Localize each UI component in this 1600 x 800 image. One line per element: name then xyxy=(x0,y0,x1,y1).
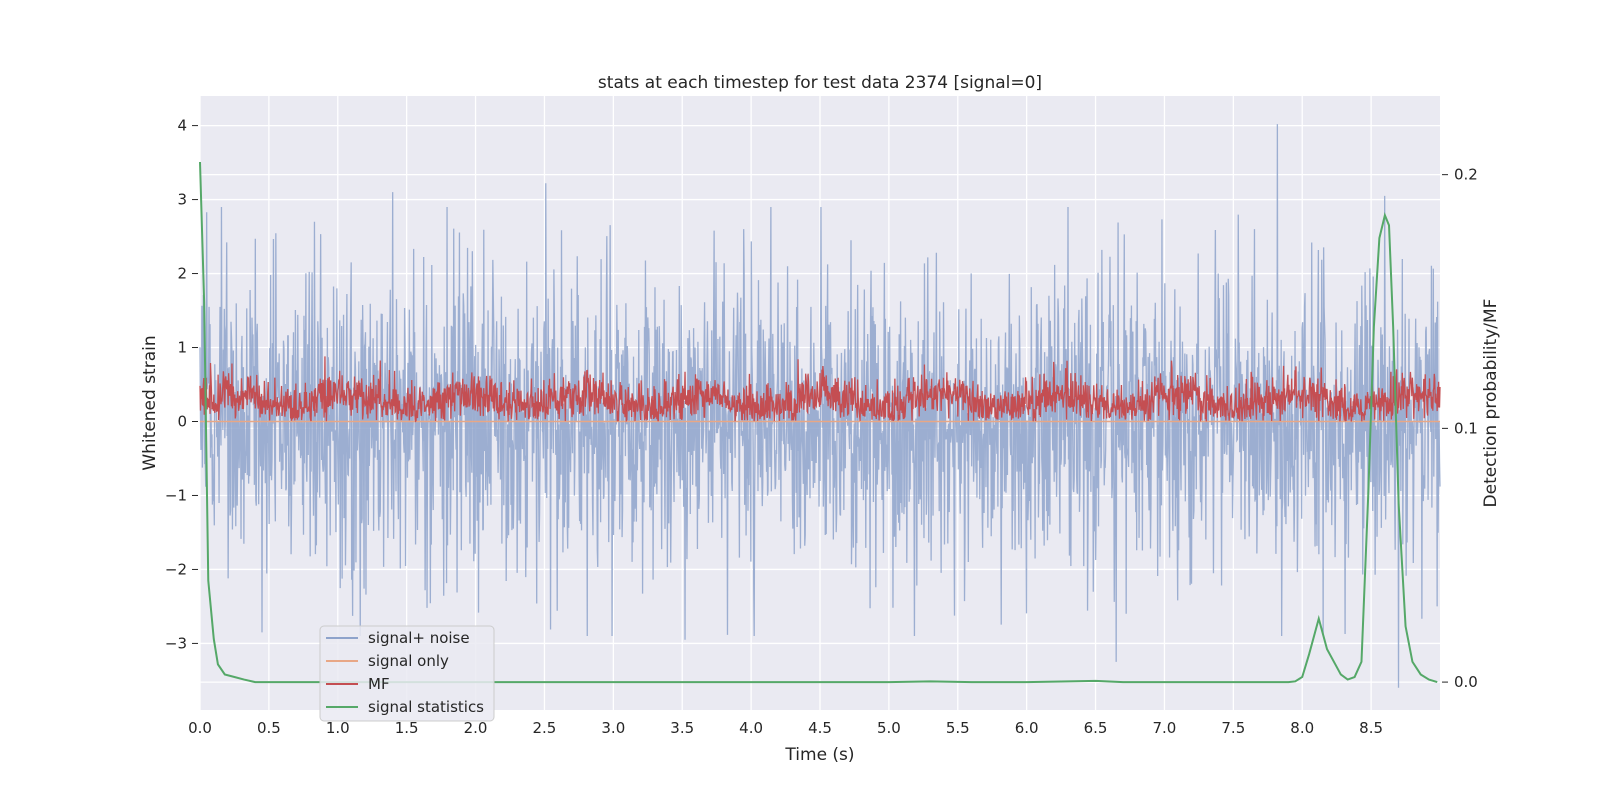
series-signal-statistics xyxy=(199,161,1438,684)
x-tick-label: 2.5 xyxy=(533,719,557,737)
chart-title: stats at each timestep for test data 237… xyxy=(598,73,1042,93)
legend: signal+ noise signal only MF signal stat… xyxy=(319,625,495,722)
x-tick-label: 3.5 xyxy=(670,719,694,737)
series-layer xyxy=(199,124,1441,688)
x-tick-label: 4.5 xyxy=(808,719,832,737)
x-tick-label: 7.5 xyxy=(1221,719,1245,737)
ticks: 0.0 0.5 1.0 1.5 2.0 2.5 3.0 3.5 4.0 4.5 5.0 5.5 6.0 6… xyxy=(165,117,1478,737)
x-tick-label: 6.5 xyxy=(1084,719,1108,737)
y-axis-label: Whitened strain xyxy=(140,335,160,470)
y-tick-label: 1 xyxy=(177,339,187,357)
y-tick-label: 3 xyxy=(177,191,187,209)
x-tick-label: 8.5 xyxy=(1359,719,1383,737)
x-tick-label: 7.0 xyxy=(1153,719,1177,737)
y2-axis-label: Detection probability/MF xyxy=(1481,299,1501,508)
y-tick-label: 2 xyxy=(177,265,187,283)
x-tick-label: 8.0 xyxy=(1290,719,1314,737)
x-tick-label: 0.0 xyxy=(188,719,212,737)
y-tick-label: 0 xyxy=(177,412,187,430)
x-tick-label: 4.0 xyxy=(739,719,763,737)
x-axis-label: Time (s) xyxy=(784,745,854,765)
y2-tick-label: 0.0 xyxy=(1454,673,1478,691)
legend-label-signal-statistics: signal statistics xyxy=(368,698,484,716)
x-tick-label: 3.0 xyxy=(601,719,625,737)
x-tick-label: 0.5 xyxy=(257,719,281,737)
x-tick-label: 2.0 xyxy=(464,719,488,737)
x-tick-label: 6.0 xyxy=(1015,719,1039,737)
legend-label-signal-noise: signal+ noise xyxy=(368,629,470,647)
y-tick-label: −3 xyxy=(165,634,187,652)
y-tick-label: −1 xyxy=(165,486,187,504)
legend-box xyxy=(319,625,495,722)
y-tick-label: −2 xyxy=(165,560,187,578)
x-tick-label: 1.5 xyxy=(395,719,419,737)
legend-label-signal-only: signal only xyxy=(368,652,449,670)
y2-tick-label: 0.2 xyxy=(1454,166,1478,184)
x-tick-label: 1.0 xyxy=(326,719,350,737)
x-tick-label: 5.0 xyxy=(877,719,901,737)
y-tick-label: 4 xyxy=(177,117,187,135)
legend-label-mf: MF xyxy=(368,675,390,693)
x-tick-label: 5.5 xyxy=(946,719,970,737)
y2-tick-label: 0.1 xyxy=(1454,419,1478,437)
series-mf xyxy=(199,356,1441,423)
